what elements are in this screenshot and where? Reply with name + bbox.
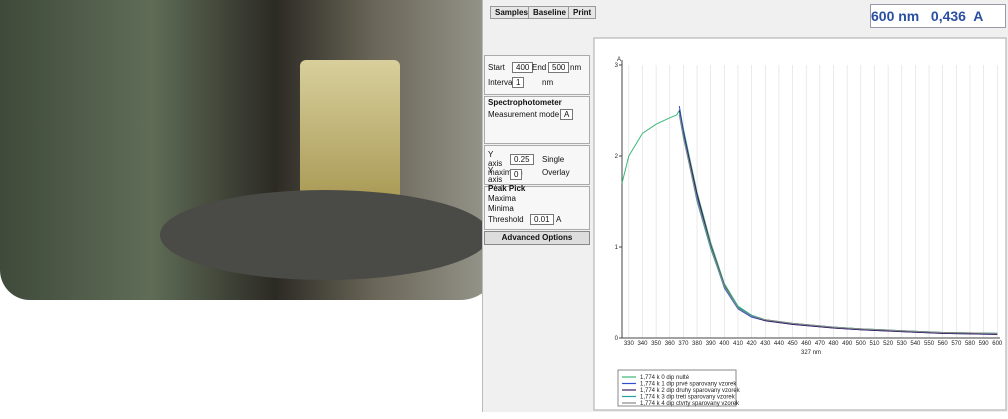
x-tick-label: 390: [706, 341, 717, 347]
x-tick-label: 410: [733, 341, 744, 347]
x-tick-label: 590: [979, 341, 990, 347]
x-tick-label: 560: [938, 341, 949, 347]
x-axis-label: 327 nm: [801, 350, 821, 356]
x-tick-label: 540: [910, 341, 921, 347]
legend-label: 1,774 k 2 dip druhy sparovany vzorek: [640, 388, 741, 394]
x-tick-label: 470: [815, 341, 826, 347]
x-tick-label: 440: [774, 341, 785, 347]
x-tick-label: 580: [965, 341, 976, 347]
x-tick-label: 500: [856, 341, 867, 347]
x-tick-label: 400: [719, 341, 730, 347]
x-tick-label: 570: [951, 341, 962, 347]
x-tick-label: 430: [760, 341, 771, 347]
x-tick-label: 370: [678, 341, 689, 347]
x-tick-label: 360: [665, 341, 676, 347]
legend-label: 1,774 k 1 dip prvé sparovany vzorek: [640, 381, 737, 387]
legend-label: 1,774 k 4 dip ctvrty sparovany vzorek: [640, 401, 740, 407]
x-tick-label: 460: [801, 341, 812, 347]
x-tick-label: 510: [869, 341, 880, 347]
x-tick-label: 490: [842, 341, 853, 347]
x-tick-label: 340: [637, 341, 648, 347]
x-tick-label: 550: [924, 341, 935, 347]
x-tick-label: 450: [788, 341, 799, 347]
x-tick-label: 600: [992, 341, 1003, 347]
x-tick-label: 480: [829, 341, 840, 347]
chart: 3303403503603703803904004104204304404504…: [0, 0, 1008, 419]
x-tick-label: 350: [651, 341, 662, 347]
x-tick-label: 530: [897, 341, 908, 347]
y-axis-label: A: [617, 57, 621, 63]
x-tick-label: 520: [883, 341, 894, 347]
x-tick-label: 330: [624, 341, 635, 347]
x-tick-label: 420: [747, 341, 758, 347]
x-tick-label: 380: [692, 341, 703, 347]
legend-label: 1,774 k 0 dip nulté: [640, 375, 690, 381]
legend-label: 1,774 k 3 dip treti sparovany vzorek: [640, 394, 736, 400]
page: {"toolbar":{"buttons":["Samples","Baseli…: [0, 0, 1008, 419]
